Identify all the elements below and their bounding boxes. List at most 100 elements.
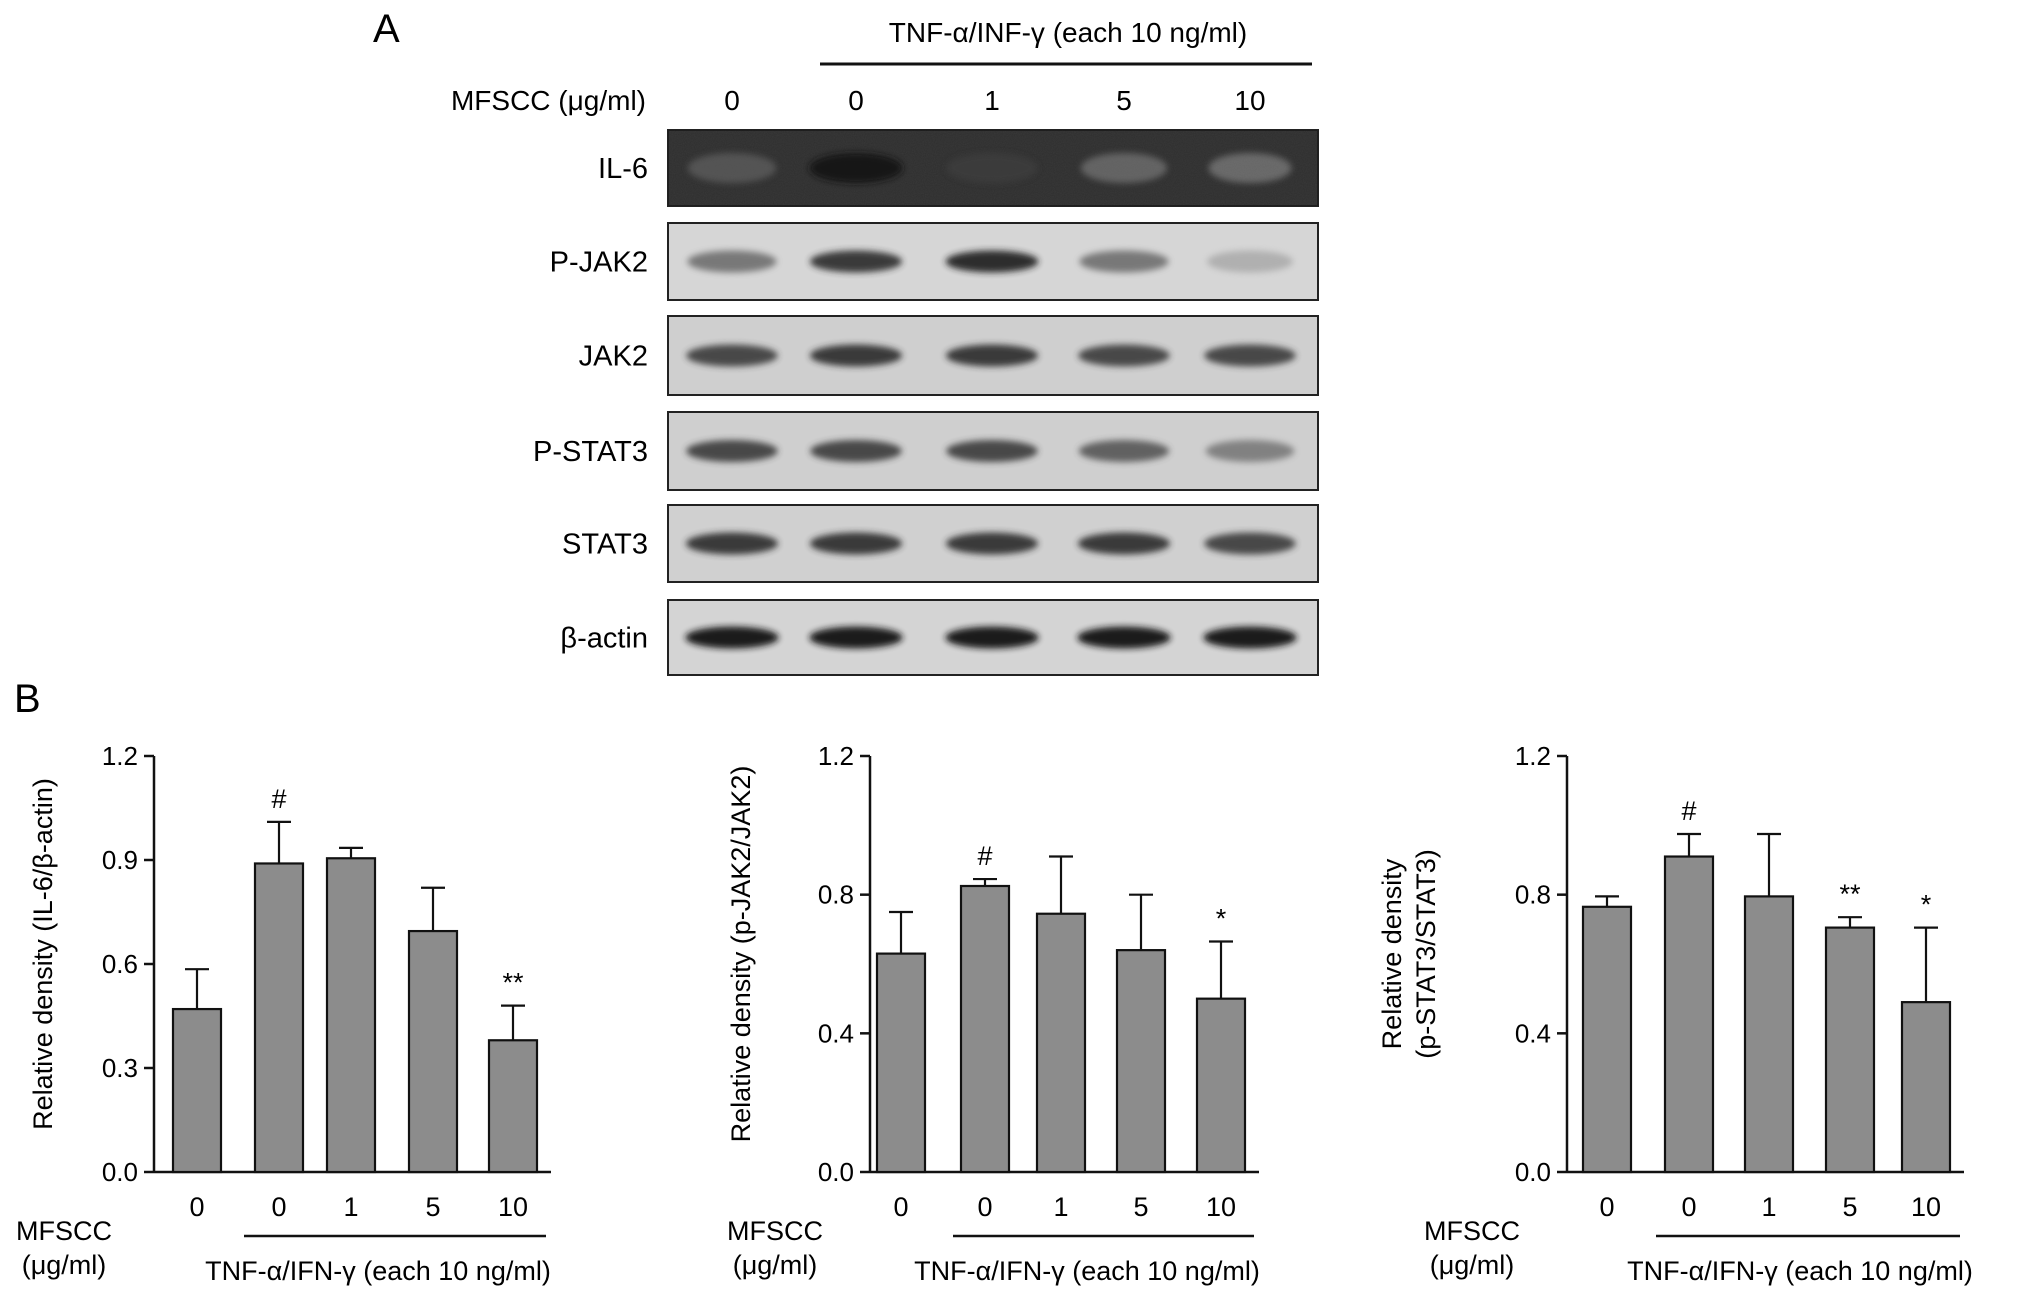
y-tick-label: 0.8 [818, 880, 854, 910]
bar [253, 862, 305, 1174]
bar [875, 952, 927, 1174]
x-category-label: 0 [1599, 1192, 1614, 1222]
blot-band [1207, 250, 1293, 273]
blot-row: IL-6 [598, 129, 1319, 207]
blot-row: P-JAK2 [550, 222, 1319, 301]
blot-band [809, 153, 903, 183]
blot-band [1203, 626, 1297, 649]
blot-band [945, 532, 1039, 555]
bar [1900, 1001, 1952, 1174]
blot-row: P-STAT3 [533, 411, 1319, 491]
y-tick-label: 1.2 [1515, 741, 1551, 771]
bar [959, 884, 1011, 1174]
x-category-label: 5 [425, 1192, 440, 1222]
blot-band [1205, 440, 1295, 462]
bar-chart: 0.0 0.3 0.6 0.9 1.2 Relative density (IL-6/β-… [16, 741, 551, 1286]
significance-marker: # [1681, 796, 1696, 826]
y-tick-label: 1.2 [102, 741, 138, 771]
significance-marker: * [1921, 890, 1932, 920]
bar [1195, 997, 1247, 1174]
bar-chart: 0.0 0.4 0.8 1.2 Relative density (p-STAT3/STA… [1377, 741, 1973, 1286]
blot-band [810, 440, 902, 462]
x-category-label: 10 [1206, 1192, 1236, 1222]
lane-label: 1 [984, 85, 1000, 116]
x-category-label: 0 [271, 1192, 286, 1222]
panel-b-letter: B [14, 677, 41, 721]
blot-band [1078, 344, 1170, 367]
mfscc-label: MFSCC [1424, 1216, 1520, 1246]
y-tick-label: 0.4 [818, 1018, 854, 1048]
blot-band [687, 250, 777, 273]
x-category-label: 5 [1133, 1192, 1148, 1222]
western-blots: IL-6 P-JAK2 JAK2 P-STAT3 STAT3 β-actin [533, 129, 1319, 676]
bar [1035, 912, 1087, 1174]
treatment-label: TNF-α/IFN-γ (each 10 ng/ml) [914, 1256, 1260, 1286]
bar-chart: 0.0 0.4 0.8 1.2 Relative density (p-JAK2/JAK… [726, 741, 1260, 1286]
blot-band [1080, 153, 1168, 183]
bar [1115, 949, 1167, 1174]
y-tick-label: 0.8 [1515, 880, 1551, 910]
x-category-label: 5 [1842, 1192, 1857, 1222]
lane-label: 0 [848, 85, 864, 116]
y-axis-title: Relative density (IL-6/β-actin) [28, 778, 58, 1130]
blot-label: STAT3 [562, 529, 648, 561]
blot-band [1208, 153, 1292, 183]
y-tick-label: 0.4 [1515, 1018, 1551, 1048]
x-category-label: 0 [977, 1192, 992, 1222]
bar [1581, 905, 1633, 1174]
bar [325, 857, 377, 1174]
bar [171, 1007, 223, 1174]
bar [487, 1039, 539, 1174]
y-tick-label: 1.2 [818, 741, 854, 771]
blot-band [687, 153, 777, 183]
blot-label: JAK2 [579, 341, 648, 373]
x-category-label: 10 [498, 1192, 528, 1222]
bar [1824, 926, 1876, 1174]
y-axis-title: Relative density (p-JAK2/JAK2) [726, 766, 756, 1143]
significance-marker: ** [502, 968, 524, 998]
significance-marker: # [977, 841, 992, 871]
blot-band [1077, 626, 1171, 649]
y-axis-title: Relative density [1377, 858, 1407, 1049]
bar [1743, 895, 1795, 1174]
blot-band [809, 532, 903, 555]
y-tick-label: 0.0 [102, 1157, 138, 1187]
bar-charts: 0.0 0.3 0.6 0.9 1.2 Relative density (IL-6/β-… [16, 741, 1973, 1286]
x-category-label: 1 [1761, 1192, 1776, 1222]
panel-b: B 0.0 0.3 0.6 0.9 1.2 Relative density (IL-6/… [14, 677, 1973, 1286]
blot-band [1204, 532, 1296, 555]
lane-label: 5 [1116, 85, 1132, 116]
significance-marker: # [271, 784, 286, 814]
blot-band [945, 626, 1039, 649]
y-axis-title: (p-STAT3/STAT3) [1411, 849, 1441, 1059]
blot-band [809, 344, 903, 367]
blot-row: JAK2 [579, 315, 1319, 396]
mfscc-label: MFSCC [16, 1216, 112, 1246]
blot-band [945, 250, 1039, 273]
blot-band [945, 344, 1039, 367]
bar [1663, 855, 1715, 1174]
significance-marker: ** [1839, 879, 1861, 909]
blot-label: β-actin [560, 623, 648, 655]
mfscc-label: MFSCC [727, 1216, 823, 1246]
x-category-label: 1 [1053, 1192, 1068, 1222]
y-tick-label: 0.9 [102, 845, 138, 875]
lane-labels: 0 0 1 5 10 [724, 85, 1265, 116]
y-tick-label: 0.6 [102, 949, 138, 979]
x-category-label: 0 [1681, 1192, 1696, 1222]
mfscc-unit-label: (μg/ml) [1430, 1250, 1515, 1280]
panel-a-letter: A [373, 7, 400, 51]
mfscc-unit-label: (μg/ml) [733, 1250, 818, 1280]
y-tick-label: 0.0 [1515, 1157, 1551, 1187]
blot-row: β-actin [560, 599, 1319, 676]
blot-row: STAT3 [562, 504, 1319, 583]
blot-label: IL-6 [598, 153, 648, 185]
blot-label: P-STAT3 [533, 436, 648, 468]
lane-label: 0 [724, 85, 740, 116]
blot-label: P-JAK2 [550, 247, 648, 279]
blot-band [1204, 344, 1296, 367]
blot-band [1079, 250, 1169, 273]
blot-band [809, 250, 903, 273]
blot-band [1078, 440, 1170, 462]
blot-band [686, 440, 778, 462]
